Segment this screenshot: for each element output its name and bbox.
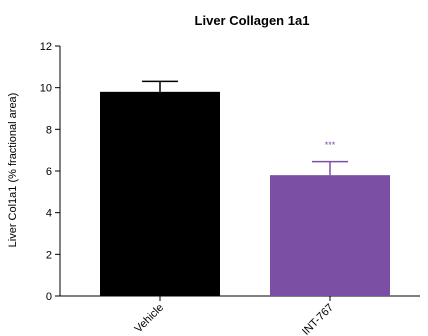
bar-vehicle	[100, 91, 220, 296]
x-tick-label-int-767: INT-767	[300, 302, 336, 336]
y-tick-label: 4	[46, 208, 52, 220]
y-tick-label: 8	[46, 124, 52, 136]
y-tick-label: 6	[46, 166, 52, 178]
y-axis-label: Liver Col1a1 (% fractional area)	[7, 93, 19, 248]
x-tick-label-vehicle: Vehicle	[133, 302, 167, 336]
y-tick-label: 0	[46, 291, 52, 303]
plot-area: 0 2 4 6 8 10 12 Vehicle INT-767 ***	[40, 41, 420, 336]
y-tick-label: 2	[46, 249, 52, 261]
chart-title: Liver Collagen 1a1	[195, 13, 310, 28]
y-tick-label: 12	[40, 41, 52, 53]
bar-int-767	[270, 175, 390, 296]
significance-annotation: ***	[325, 140, 336, 150]
y-tick-label: 10	[40, 83, 52, 95]
